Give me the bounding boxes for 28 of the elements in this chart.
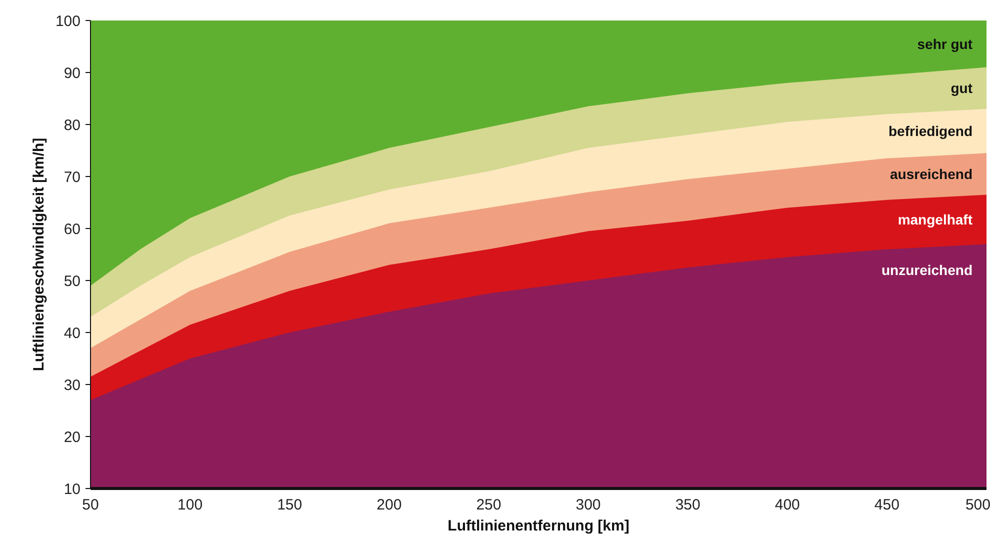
y-axis-title: Luftliniengeschwindigkeit [km/h] — [30, 138, 48, 372]
y-tick-label: 30 — [64, 377, 81, 394]
series-label: ausreichend — [890, 166, 973, 182]
series-label: unzureichend — [881, 262, 973, 278]
y-tick-label: 100 — [55, 13, 81, 30]
y-tick-label: 80 — [64, 117, 81, 134]
x-tick-label: 150 — [277, 496, 302, 514]
y-tick-label: 20 — [64, 429, 81, 446]
x-tick-label: 200 — [376, 496, 402, 514]
x-tick-label: 300 — [576, 496, 601, 514]
x-axis-title: Luftlinienentfernung [km] — [448, 518, 630, 534]
series-label: gut — [950, 80, 973, 96]
x-tick-label: 350 — [675, 496, 700, 514]
x-tick-label: 50 — [82, 496, 99, 514]
y-tick-label: 90 — [64, 65, 81, 82]
x-tick-label: 250 — [476, 496, 502, 514]
y-tick-label: 70 — [64, 169, 81, 186]
series-label: mangelhaft — [898, 211, 973, 228]
y-tick-label: 10 — [64, 481, 81, 498]
x-tick-label: 100 — [178, 496, 203, 514]
y-tick-label: 60 — [64, 221, 81, 238]
y-tick-label: 40 — [64, 325, 81, 342]
x-tick-label: 450 — [874, 496, 900, 514]
x-tick-label: 500 — [965, 496, 990, 514]
series-label: befriedigend — [888, 123, 973, 139]
y-tick-label: 50 — [64, 273, 81, 290]
series-label: sehr gut — [917, 36, 973, 52]
x-tick-label: 400 — [774, 496, 800, 514]
